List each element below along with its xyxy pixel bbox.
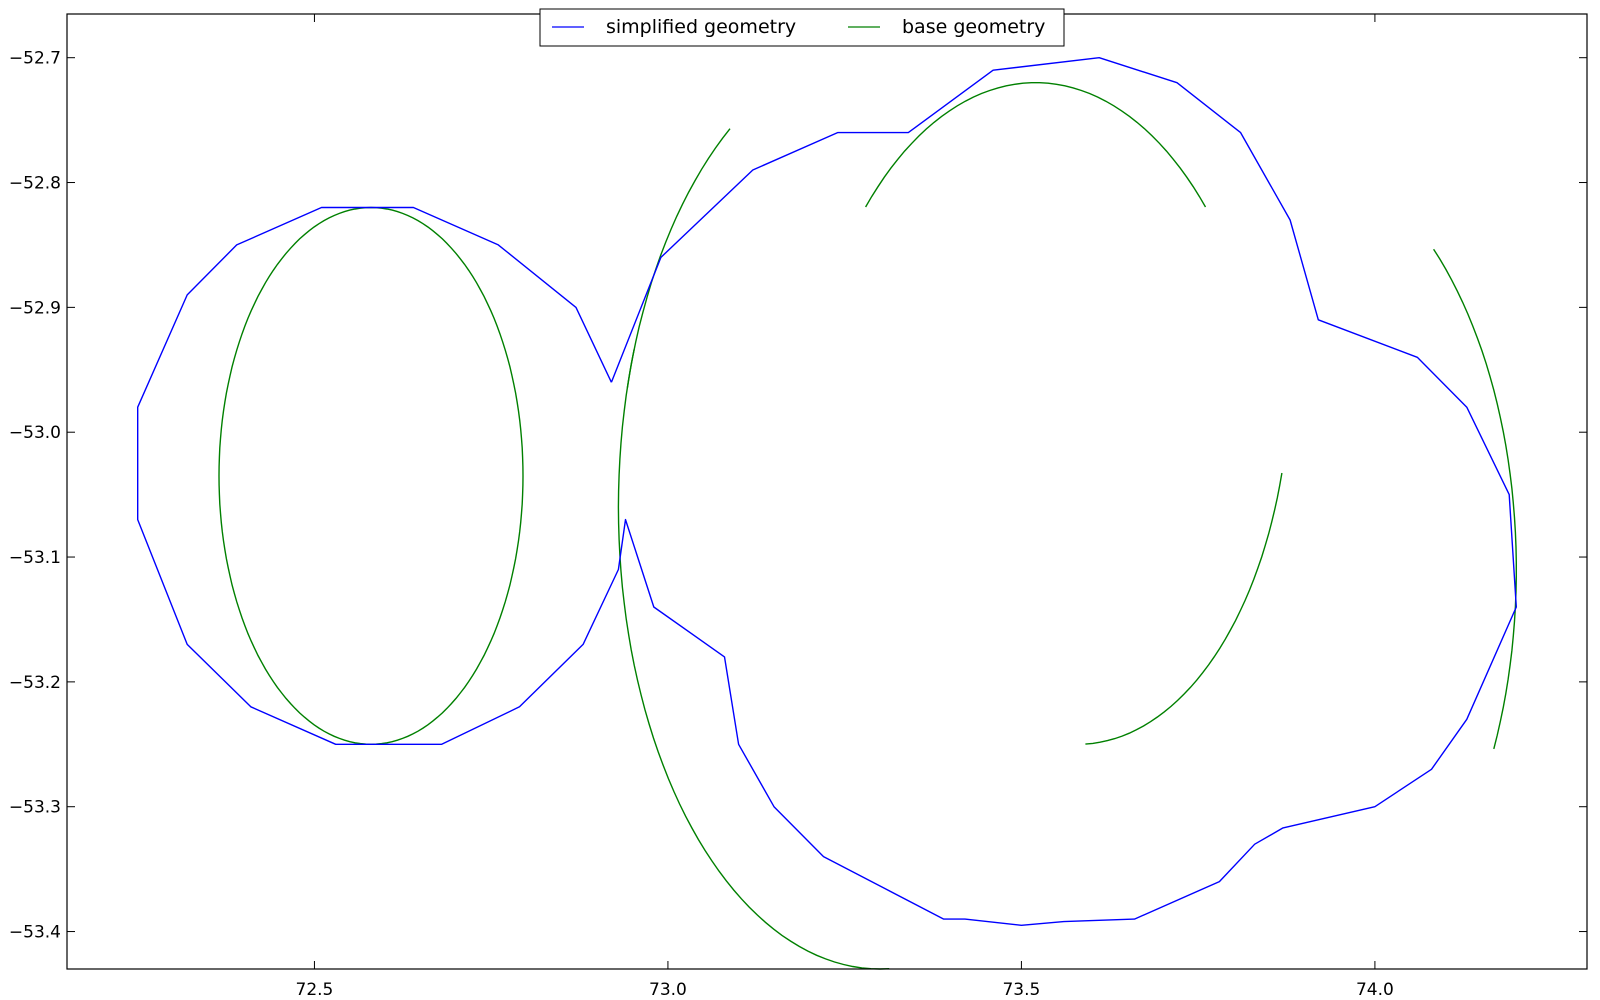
- x-tick-label: 74.0: [1356, 980, 1394, 1000]
- legend-label-base: base geometry: [902, 16, 1045, 38]
- y-tick-label: −52.7: [9, 49, 61, 69]
- y-tick-label: −53.2: [9, 673, 61, 693]
- base-geometry-series: [218, 81, 1518, 970]
- y-tick-label: −52.8: [9, 174, 61, 194]
- base-geometry-arc: [1085, 472, 1283, 745]
- plot-area: [67, 14, 1587, 969]
- base-geometry-arc: [1433, 248, 1518, 750]
- y-tick-label: −52.9: [9, 298, 61, 318]
- base-geometry-arc: [864, 81, 1207, 208]
- base-geometry-arc: [626, 128, 731, 388]
- simplified-geometry-series: [136, 57, 1518, 926]
- simplified-geometry-line: [136, 57, 1518, 926]
- legend-box: [539, 8, 1065, 47]
- legend-label-simplified: simplified geometry: [606, 16, 796, 38]
- x-tick-label: 73.0: [649, 980, 687, 1000]
- y-tick-label: −53.4: [9, 923, 61, 943]
- y-tick-label: −53.3: [9, 798, 61, 818]
- x-tick-label: 72.5: [296, 980, 334, 1000]
- y-axis: −52.7 −52.8 −52.9 −53.0 −53.1 −53.2 −53.3 −53.4: [9, 49, 1587, 943]
- base-geometry-arc: [218, 206, 524, 746]
- legend: simplified geometry base geometry: [539, 8, 1065, 47]
- y-tick-label: −53.1: [9, 548, 61, 568]
- x-tick-label: 73.5: [1002, 980, 1040, 1000]
- base-geometry-arc: [617, 348, 890, 970]
- y-tick-label: −53.0: [9, 423, 61, 443]
